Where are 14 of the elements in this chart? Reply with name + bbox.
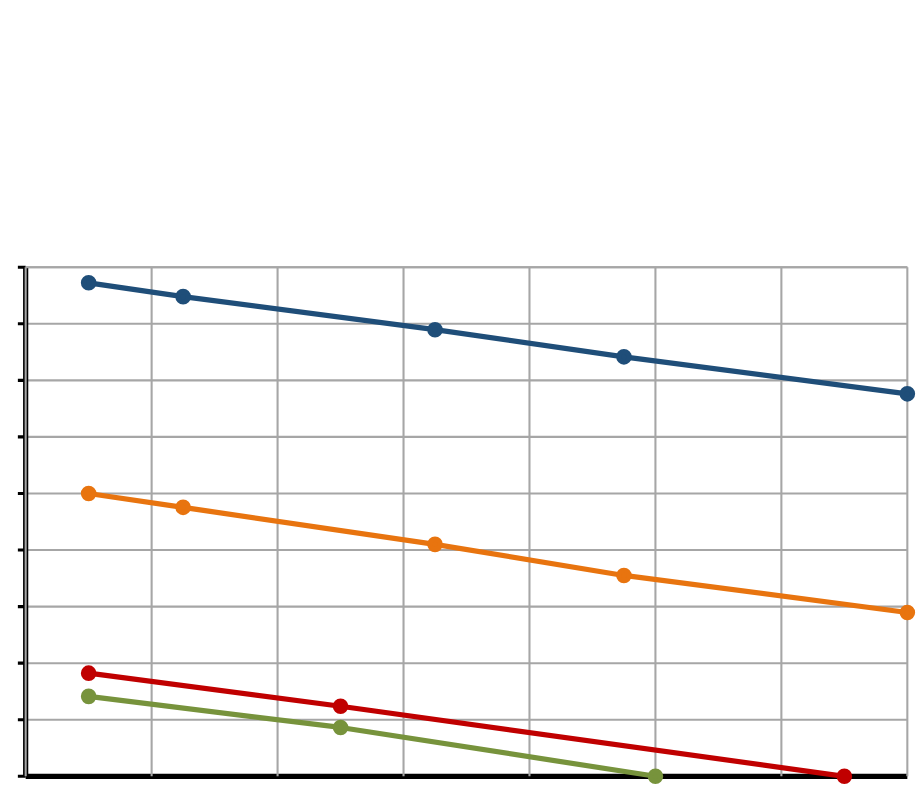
point bbox=[332, 698, 349, 715]
point bbox=[80, 688, 97, 705]
point bbox=[427, 536, 443, 553]
point bbox=[647, 768, 664, 785]
point bbox=[175, 499, 191, 516]
point bbox=[616, 567, 632, 584]
point bbox=[80, 665, 97, 681]
point bbox=[80, 485, 97, 502]
point bbox=[836, 768, 853, 785]
point bbox=[80, 275, 97, 291]
point bbox=[332, 719, 349, 736]
point bbox=[175, 288, 191, 305]
point bbox=[616, 349, 632, 365]
point bbox=[427, 321, 443, 338]
